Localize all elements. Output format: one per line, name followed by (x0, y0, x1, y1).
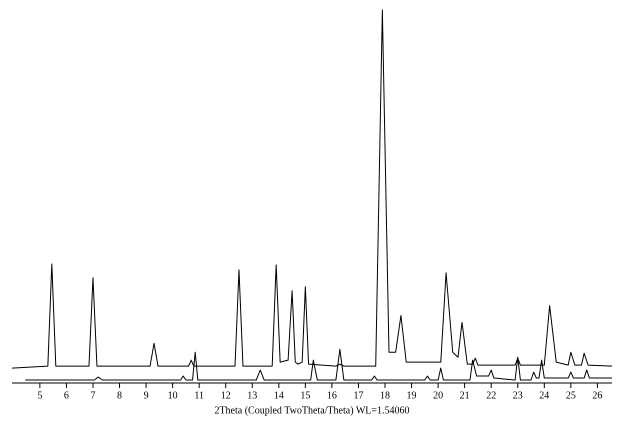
x-tick-label: 12 (221, 390, 231, 401)
x-tick-label: 24 (539, 390, 549, 401)
x-tick-label: 8 (117, 390, 122, 401)
x-tick-label: 18 (380, 390, 390, 401)
x-tick-label: 14 (274, 390, 284, 401)
x-tick-label: 10 (168, 390, 178, 401)
x-tick-label: 26 (592, 390, 602, 401)
x-tick-label: 21 (460, 390, 470, 401)
pattern-line (25, 348, 612, 381)
x-tick-label: 16 (327, 390, 337, 401)
x-tick-label: 25 (566, 390, 576, 401)
x-tick-label: 7 (90, 390, 95, 401)
x-tick-label: 13 (247, 390, 257, 401)
pattern-line (11, 9, 613, 369)
x-tick-label: 9 (144, 390, 149, 401)
x-tick-label: 20 (433, 390, 443, 401)
x-tick-label: 19 (407, 390, 417, 401)
x-axis-label: 2Theta (Coupled TwoTheta/Theta) WL=1.540… (214, 405, 409, 416)
x-tick-label: 11 (194, 390, 204, 401)
x-tick-label: 23 (513, 390, 523, 401)
x-tick-label: 22 (486, 390, 496, 401)
x-tick-label: 5 (37, 390, 42, 401)
x-tick-label: 15 (300, 390, 310, 401)
x-tick-label: 17 (353, 390, 363, 401)
x-tick-label: 6 (64, 390, 69, 401)
